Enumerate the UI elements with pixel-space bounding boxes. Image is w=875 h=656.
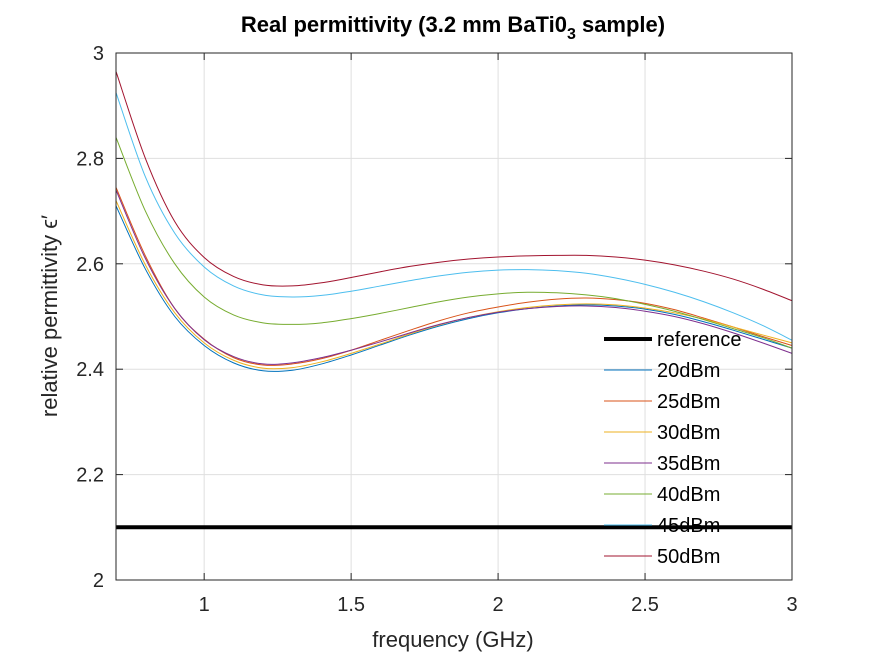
legend-label-reference: reference [657,329,742,351]
axis-ticks: 1 1.5 2 2.5 3 2 2.2 2.4 2.6 2.8 3 [76,43,797,616]
chart-title-subscript: 3 [567,26,576,43]
y-tick-label: 2 [93,570,104,592]
y-tick-label: 2.6 [76,254,104,276]
legend-label-20dBm: 20dBm [657,360,720,382]
series-line-35dBm [115,189,793,365]
series-line-45dBm [115,92,793,341]
x-tick-label: 3 [786,594,797,616]
legend-label-35dBm: 35dBm [657,453,720,475]
series-line-25dBm [115,187,793,366]
series-line-40dBm [115,137,793,349]
chart-title-main: Real permittivity (3.2 mm BaTi0 [241,12,567,37]
legend-label-25dBm: 25dBm [657,391,720,413]
chart-title-suffix: sample) [576,12,665,37]
y-axis-label: relative permittivity ϵ′ [37,215,62,417]
chart-title: Real permittivity (3.2 mm BaTi03 sample) [241,12,665,43]
x-tick-label: 2 [493,594,504,616]
x-tick-label: 2.5 [631,594,659,616]
series-line-50dBm [115,71,793,302]
y-tick-label: 2.8 [76,148,104,170]
y-tick-label: 2.2 [76,465,104,487]
legend-label-40dBm: 40dBm [657,484,720,506]
series-line-20dBm [115,205,793,372]
plot-area-box [115,52,793,581]
legend-label-30dBm: 30dBm [657,422,720,444]
legend: reference 20dBm 25dBm 30dBm 35dBm 40dBm 45dBm 5… [604,329,742,568]
y-tick-label: 2.4 [76,359,104,381]
series-lines [115,71,793,530]
legend-label-45dBm: 45dBm [657,515,720,537]
x-tick-label: 1.5 [337,594,365,616]
legend-label-50dBm: 50dBm [657,546,720,568]
x-tick-label: 1 [199,594,210,616]
x-axis-label: frequency (GHz) [372,627,533,652]
y-tick-label: 3 [93,43,104,65]
